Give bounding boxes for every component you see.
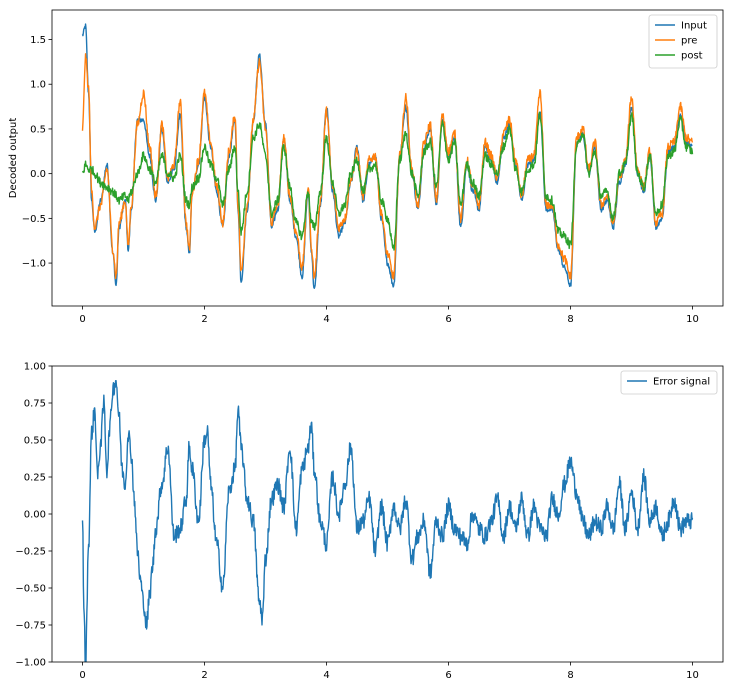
error-signal-y-tick-label: 0.75: [24, 399, 46, 410]
error-signal-legend-box: [620, 370, 718, 395]
decoded-output-y-axis-label: Decoded output: [8, 118, 19, 199]
decoded-output-y-tick-label: 0.5: [30, 124, 46, 135]
error-signal-series: [81, 379, 694, 662]
decoded-output-y-tick-label: 1.5: [30, 35, 46, 46]
error-signal-legend: Error signal: [620, 370, 718, 395]
decoded-output-x-tick-label: 10: [686, 314, 699, 325]
error-signal-x-tick-label: 10: [686, 670, 699, 681]
decoded-output-y-tick-label: 0.0: [30, 169, 46, 180]
decoded-output-axes-frame: [51, 9, 724, 307]
error-signal-y-tick-label: 0.25: [24, 473, 46, 484]
error-signal-y-tick-label: 1.00: [24, 362, 46, 373]
decoded-output-legend-label: pre: [681, 36, 697, 47]
error-signal-y-ticks: −1.00 −0.75 −0.50 −0.25 0.00 0.25 0.50 0.75 1.00: [15, 362, 52, 669]
decoded-output-series: [81, 23, 694, 289]
error-signal-x-tick-label: 2: [201, 670, 207, 681]
decoded-output-y-tick-label: 1.0: [30, 80, 46, 91]
decoded-output-x-tick-label: 2: [201, 314, 207, 325]
error-signal-x-tick-label: 8: [567, 670, 573, 681]
error-signal-x-tick-label: 6: [445, 670, 451, 681]
error-signal-plot: 0 2 4 6 8 10 −1.00 −0.75 −0.50 −0.25 0.00 0.25 0.50…: [15, 362, 724, 681]
decoded-output-x-tick-label: 8: [567, 314, 573, 325]
decoded-output-y-tick-label: −1.0: [22, 259, 46, 270]
error-signal-y-tick-label: −0.25: [15, 547, 46, 558]
decoded-output-plot: 0 2 4 6 8 10 −1.0 −0.5 0.0 0.5 1.0 1.5 Decoded out…: [8, 9, 724, 325]
error-signal-x-tick-label: 0: [79, 670, 85, 681]
decoded-output-x-tick-label: 4: [323, 314, 329, 325]
error-signal-y-tick-label: −0.50: [15, 584, 46, 595]
decoded-output-y-tick-label: −0.5: [22, 214, 46, 225]
error-signal-y-tick-label: −1.00: [15, 658, 46, 669]
error-signal-x-tick-label: 4: [323, 670, 329, 681]
error-signal-y-tick-label: −0.75: [15, 621, 46, 632]
decoded-output-x-tick-label: 6: [445, 314, 451, 325]
error-signal-legend-label: Error signal: [653, 377, 710, 388]
decoded-output-legend: Input pre post: [648, 14, 718, 69]
decoded-output-legend-label: post: [681, 51, 703, 62]
error-signal-y-tick-label: 0.00: [24, 510, 46, 521]
decoded-output-x-ticks: 0 2 4 6 8 10: [79, 306, 699, 325]
decoded-output-y-ticks: −1.0 −0.5 0.0 0.5 1.0 1.5: [22, 35, 52, 270]
decoded-output-series-line: [81, 111, 694, 251]
decoded-output-x-tick-label: 0: [79, 314, 85, 325]
error-signal-y-tick-label: 0.50: [24, 436, 46, 447]
error-signal-series-line: [81, 379, 694, 662]
decoded-output-legend-label: Input: [681, 21, 707, 32]
error-signal-x-ticks: 0 2 4 6 8 10: [79, 662, 699, 681]
